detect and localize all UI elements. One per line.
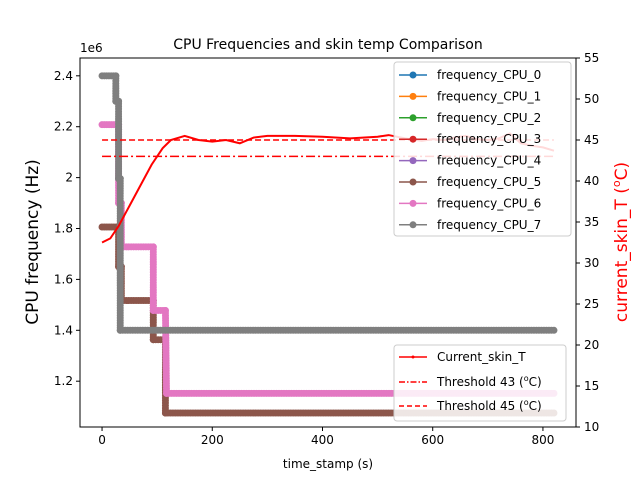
left-y-tick-label: 1.6 — [54, 272, 73, 286]
temperature-legend-box — [393, 344, 567, 422]
right-y-axis-label: current_skin_T (oC) — [610, 162, 632, 322]
legend-swatch-marker — [409, 221, 417, 229]
legend-entry-label: frequency_CPU_1 — [437, 89, 541, 103]
left-y-tick-label: 2 — [65, 171, 73, 185]
left-y-tick-label: 1.4 — [54, 323, 73, 337]
legend-label-end: C) — [529, 399, 542, 413]
legend-swatch-marker — [409, 178, 417, 186]
left-y-tick-label: 1.8 — [54, 222, 73, 236]
x-tick-label: 0 — [98, 433, 106, 447]
legend-swatch-marker — [409, 114, 417, 122]
legend-label-main: Threshold 43 ( — [436, 375, 524, 389]
legend-entry-label: frequency_CPU_7 — [437, 218, 541, 232]
right-y-tick-label: 35 — [584, 215, 599, 229]
left-y-offset-label: 1e6 — [80, 41, 103, 55]
legend-swatch-marker — [409, 71, 417, 79]
right-y-tick-label: 50 — [584, 92, 599, 106]
right-y-tick-label: 10 — [584, 420, 599, 434]
left-y-axis-label: CPU frequency (Hz) — [23, 159, 43, 325]
right-y-tick-label: 45 — [584, 133, 599, 147]
legend-entry-label: Current_skin_T — [437, 350, 526, 364]
right-y-tick-label: 55 — [584, 51, 599, 65]
x-tick-label: 600 — [421, 433, 444, 447]
legend-swatch-marker — [409, 92, 417, 100]
right-y-tick-label: 25 — [584, 297, 599, 311]
legend-entry-label: frequency_CPU_5 — [437, 175, 541, 189]
left-y-tick-label: 1.2 — [54, 374, 73, 388]
x-tick-label: 400 — [311, 433, 334, 447]
legend-swatch-marker — [409, 199, 417, 207]
legend-label-main: Threshold 45 ( — [436, 399, 524, 413]
left-y-tick-label: 2.4 — [54, 69, 73, 83]
right-y-tick-label: 30 — [584, 256, 599, 270]
right-y-tick-label: 40 — [584, 174, 599, 188]
right-y-axis-label-sup: o — [610, 180, 623, 187]
axes-frame — [79, 57, 577, 428]
legend-label-end: C) — [529, 375, 542, 389]
right-y-tick-label: 20 — [584, 338, 599, 352]
x-axis: 0 200 400 600 800 — [98, 427, 554, 447]
frequency-legend-box — [393, 61, 572, 237]
chart-title: CPU Frequencies and skin temp Comparison — [173, 37, 483, 53]
frequency-legend: frequency_CPU_0 frequency_CPU_1 frequency_… — [393, 61, 572, 237]
legend-entry-label: frequency_CPU_3 — [437, 132, 541, 146]
legend-entry-label: frequency_CPU_2 — [437, 111, 541, 125]
left-y-tick-label: 2.2 — [54, 120, 73, 134]
legend-swatch-marker — [409, 135, 417, 143]
x-tick-label: 800 — [531, 433, 554, 447]
legend-entry-label: frequency_CPU_6 — [437, 196, 541, 210]
x-axis-label: time_stamp (s) — [283, 457, 373, 471]
legend-label-sup: o — [524, 398, 529, 407]
legend-entry-label: Threshold 43 (oC) — [436, 374, 542, 389]
right-y-axis-label-main: current_skin_T ( — [612, 187, 632, 322]
legend-entry-label: frequency_CPU_0 — [437, 68, 541, 82]
right-y-tick-label: 15 — [584, 379, 599, 393]
right-y-axis-label-end: C) — [612, 162, 632, 181]
frequency-series-markers — [98, 72, 558, 334]
legend-swatch-marker — [411, 355, 415, 359]
legend-swatch-marker — [409, 157, 417, 165]
x-tick-label: 200 — [201, 433, 224, 447]
frequency-data-point — [550, 326, 558, 334]
left-y-axis: 1.2 1.4 1.6 1.8 2 2.2 2.4 — [54, 69, 80, 388]
right-y-axis: 10 15 20 25 30 35 40 45 50 55 — [576, 51, 599, 434]
legend-entry-label: Threshold 45 (oC) — [436, 398, 542, 413]
legend-entry-label: frequency_CPU_4 — [437, 154, 541, 168]
legend-label-sup: o — [524, 374, 529, 383]
